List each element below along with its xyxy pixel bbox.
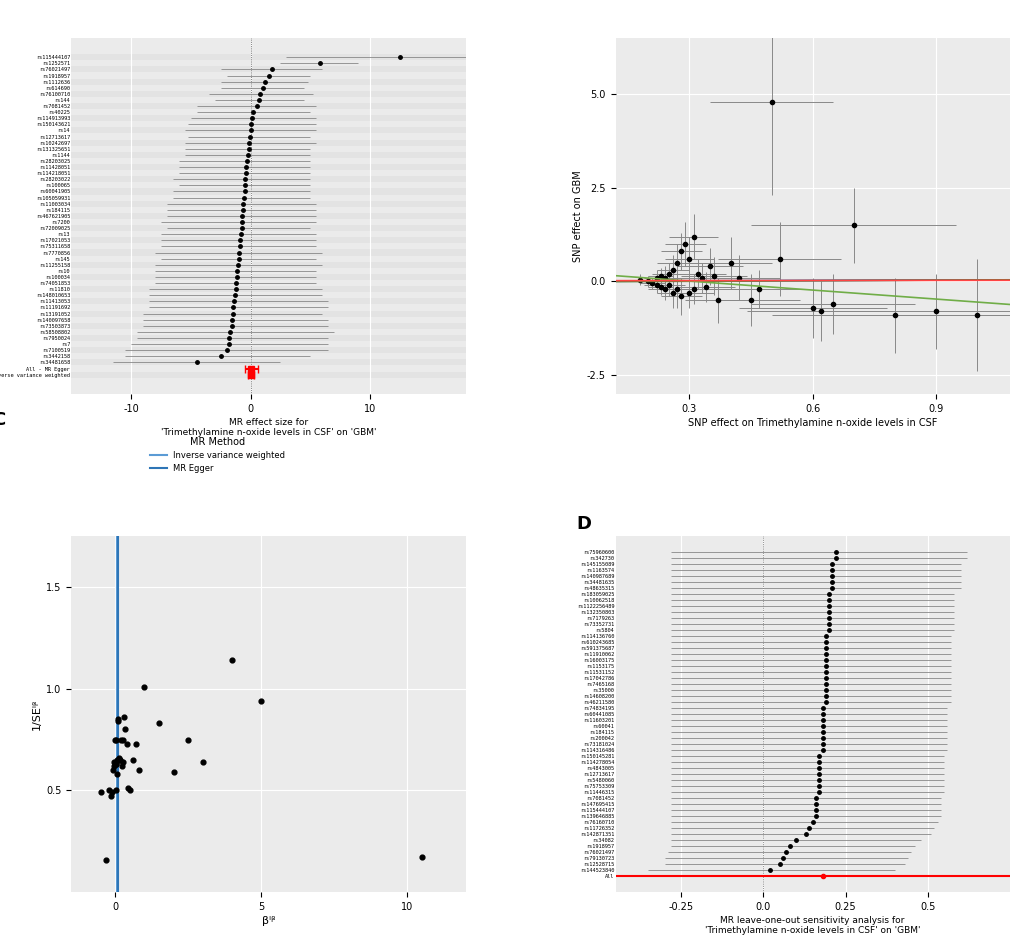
Bar <box>71 274 466 280</box>
Point <box>105 762 121 777</box>
Bar <box>71 152 466 158</box>
Point <box>112 753 128 768</box>
Bar <box>71 91 466 97</box>
Point <box>107 732 123 747</box>
Point <box>108 767 124 782</box>
X-axis label: βᴵᵝ: βᴵᵝ <box>262 916 275 926</box>
Bar <box>71 164 466 170</box>
Bar <box>71 103 466 109</box>
Y-axis label: SNP effect on GBM: SNP effect on GBM <box>572 170 582 262</box>
Bar <box>71 54 466 60</box>
Bar <box>71 66 466 72</box>
Point <box>108 756 124 772</box>
Bar <box>71 127 466 134</box>
Point <box>110 751 126 766</box>
Point <box>223 653 239 668</box>
Bar <box>71 323 466 328</box>
Point <box>180 732 197 747</box>
Bar <box>71 372 466 378</box>
Point <box>118 736 135 752</box>
Point <box>151 716 167 731</box>
Bar <box>71 347 466 353</box>
Bar <box>71 335 466 341</box>
Bar <box>71 115 466 121</box>
Text: C: C <box>0 412 6 429</box>
Legend: Inverse variance weighted, MR Egger: Inverse variance weighted, MR Egger <box>147 434 288 476</box>
Bar <box>71 360 466 365</box>
Point <box>137 679 153 695</box>
Point <box>127 736 144 752</box>
Bar <box>71 140 466 146</box>
Bar <box>71 250 466 255</box>
Bar <box>71 310 466 317</box>
Point <box>253 694 269 709</box>
Point <box>103 789 119 804</box>
Point <box>121 783 138 798</box>
Bar <box>71 237 466 243</box>
Point <box>116 710 132 725</box>
Point <box>109 714 125 729</box>
Text: D: D <box>576 514 590 532</box>
Bar <box>71 189 466 195</box>
Point <box>107 732 123 747</box>
Point <box>106 754 122 770</box>
Point <box>111 753 127 768</box>
Bar <box>71 225 466 232</box>
Point <box>165 765 181 780</box>
Point <box>115 732 131 747</box>
Point <box>120 781 137 796</box>
Point <box>109 753 125 768</box>
Point <box>101 783 117 798</box>
Bar <box>71 298 466 305</box>
Point <box>108 783 124 798</box>
Point <box>124 753 141 768</box>
Point <box>98 852 114 867</box>
Point <box>113 758 129 773</box>
Point <box>104 785 120 800</box>
Point <box>130 762 147 777</box>
Point <box>113 732 129 747</box>
Point <box>195 754 211 770</box>
Point <box>106 758 122 773</box>
X-axis label: MR effect size for
'Trimethylamine n-oxide levels in CSF' on 'GBM': MR effect size for 'Trimethylamine n-oxi… <box>161 418 376 437</box>
X-axis label: MR leave-one-out sensitivity analysis for
'Trimethylamine n-oxide levels in CSF': MR leave-one-out sensitivity analysis fo… <box>704 916 919 936</box>
Y-axis label: 1/SEᴵᵝ: 1/SEᴵᵝ <box>33 698 42 730</box>
Bar <box>71 79 466 84</box>
Bar <box>71 262 466 268</box>
Bar <box>71 213 466 219</box>
Point <box>108 756 124 772</box>
Point <box>117 722 133 737</box>
Bar <box>71 200 466 207</box>
Point <box>110 712 126 727</box>
Point <box>93 785 109 800</box>
X-axis label: SNP effect on Trimethylamine n-oxide levels in CSF: SNP effect on Trimethylamine n-oxide lev… <box>687 418 936 428</box>
Point <box>414 850 430 865</box>
Point <box>114 754 130 770</box>
Bar <box>71 286 466 292</box>
Bar <box>71 177 466 182</box>
